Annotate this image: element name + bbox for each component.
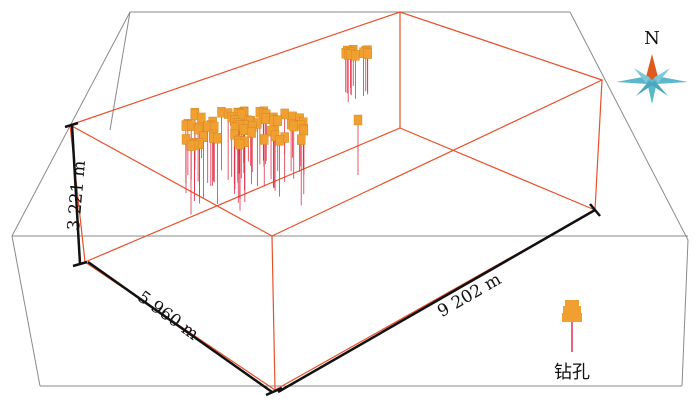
borehole bbox=[363, 48, 372, 95]
borehole bbox=[289, 120, 298, 179]
borehole bbox=[275, 135, 284, 197]
borehole-cluster bbox=[181, 44, 372, 215]
dimension-lines bbox=[64, 121, 601, 397]
width-dimension-label: 5 960 m bbox=[134, 287, 203, 344]
legend: 钻孔 bbox=[554, 300, 590, 383]
borehole bbox=[288, 111, 297, 158]
borehole bbox=[186, 140, 196, 215]
borehole bbox=[247, 127, 256, 185]
borehole bbox=[260, 134, 269, 187]
borehole-icon bbox=[562, 300, 582, 352]
compass-rose-icon: N bbox=[616, 28, 688, 104]
outer-frame bbox=[11, 11, 689, 387]
model-box bbox=[68, 11, 604, 391]
legend-label: 钻孔 bbox=[554, 362, 590, 383]
borehole bbox=[235, 138, 245, 211]
borehole bbox=[353, 114, 363, 175]
borehole bbox=[297, 134, 306, 206]
height-dimension-label: 3 221 m bbox=[64, 160, 90, 232]
north-label: N bbox=[644, 28, 660, 49]
borehole bbox=[213, 133, 222, 204]
borehole bbox=[181, 134, 191, 193]
borehole bbox=[351, 50, 360, 99]
